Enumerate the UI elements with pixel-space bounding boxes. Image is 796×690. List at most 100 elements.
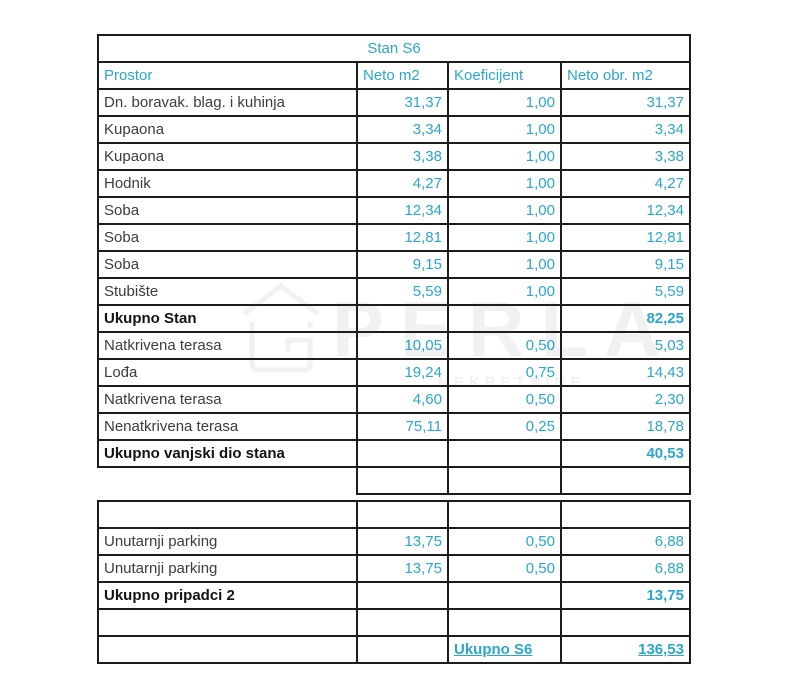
- empty-cell: [97, 500, 358, 529]
- neto-m2-value: 31,37: [356, 88, 449, 117]
- table-row: Hodnik 4,27 1,00 4,27: [97, 169, 691, 198]
- header-row: Prostor Neto m2 Koeficijent Neto obr. m2: [97, 61, 691, 90]
- room-name: Hodnik: [97, 169, 358, 198]
- koeficijent-value: 1,00: [447, 169, 562, 198]
- neto-obr-value: 3,38: [560, 142, 691, 171]
- neto-obr-value: 4,27: [560, 169, 691, 198]
- empty-cell: [447, 439, 562, 468]
- neto-m2-value: 4,27: [356, 169, 449, 198]
- koeficijent-value: 0,50: [447, 385, 562, 414]
- subtotal-row-stan: Ukupno Stan 82,25: [97, 304, 691, 333]
- neto-m2-value: 13,75: [356, 527, 449, 556]
- koeficijent-value: 0,25: [447, 412, 562, 441]
- room-name: Kupaona: [97, 115, 358, 144]
- neto-m2-value: 12,34: [356, 196, 449, 225]
- neto-obr-value: 6,88: [560, 554, 691, 583]
- room-name: Unutarnji parking: [97, 527, 358, 556]
- subtotal-label: Ukupno Stan: [97, 304, 358, 333]
- table-row: Soba 12,34 1,00 12,34: [97, 196, 691, 225]
- subtotal-value: 13,75: [560, 581, 691, 610]
- room-name: Soba: [97, 250, 358, 279]
- empty-cell: [97, 608, 358, 637]
- empty-cell: [447, 608, 562, 637]
- empty-cell: [356, 439, 449, 468]
- neto-m2-value: 10,05: [356, 331, 449, 360]
- table-row: Nenatkrivena terasa 75,11 0,25 18,78: [97, 412, 691, 441]
- neto-m2-value: 75,11: [356, 412, 449, 441]
- room-name: Dn. boravak. blag. i kuhinja: [97, 88, 358, 117]
- empty-cell: [560, 500, 691, 529]
- subtotal-row-pripadci: Ukupno pripadci 2 13,75: [97, 581, 691, 610]
- neto-obr-value: 12,81: [560, 223, 691, 252]
- empty-cell: [98, 467, 358, 494]
- title-row: Stan S6: [97, 34, 691, 63]
- room-name: Stubište: [97, 277, 358, 306]
- empty-cell: [560, 608, 691, 637]
- empty-cell: [560, 466, 691, 495]
- subtotal-value: 82,25: [560, 304, 691, 333]
- table-row: Natkrivena terasa 10,05 0,50 5,03: [97, 331, 691, 360]
- room-name: Natkrivena terasa: [97, 385, 358, 414]
- column-header-neto-m2: Neto m2: [356, 61, 449, 90]
- koeficijent-value: 0,50: [447, 527, 562, 556]
- grand-total-label: Ukupno S6: [447, 635, 562, 664]
- subtotal-value: 40,53: [560, 439, 691, 468]
- empty-cell: [356, 500, 449, 529]
- neto-obr-value: 2,30: [560, 385, 691, 414]
- neto-m2-value: 3,38: [356, 142, 449, 171]
- neto-obr-value: 5,03: [560, 331, 691, 360]
- koeficijent-value: 0,50: [447, 554, 562, 583]
- table-row: Lođa 19,24 0,75 14,43: [97, 358, 691, 387]
- neto-obr-value: 14,43: [560, 358, 691, 387]
- room-name: Soba: [97, 223, 358, 252]
- table-row: Soba 12,81 1,00 12,81: [97, 223, 691, 252]
- neto-obr-value: 12,34: [560, 196, 691, 225]
- koeficijent-value: 1,00: [447, 250, 562, 279]
- empty-cell: [447, 581, 562, 610]
- koeficijent-value: 1,00: [447, 88, 562, 117]
- empty-cell: [97, 635, 358, 664]
- table-row: Natkrivena terasa 4,60 0,50 2,30: [97, 385, 691, 414]
- empty-cell: [447, 466, 562, 495]
- neto-obr-value: 5,59: [560, 277, 691, 306]
- room-name: Soba: [97, 196, 358, 225]
- table-row: Unutarnji parking 13,75 0,50 6,88: [97, 527, 691, 556]
- room-name: Unutarnji parking: [97, 554, 358, 583]
- spacer-row: [97, 500, 691, 529]
- spacer-row: [98, 466, 691, 495]
- table-row: Unutarnji parking 13,75 0,50 6,88: [97, 554, 691, 583]
- koeficijent-value: 1,00: [447, 142, 562, 171]
- empty-cell: [356, 608, 449, 637]
- empty-cell: [356, 635, 449, 664]
- neto-obr-value: 3,34: [560, 115, 691, 144]
- koeficijent-value: 1,00: [447, 115, 562, 144]
- neto-obr-value: 31,37: [560, 88, 691, 117]
- neto-m2-value: 9,15: [356, 250, 449, 279]
- apartment-table: Stan S6 Prostor Neto m2 Koeficijent Neto…: [97, 34, 691, 495]
- subtotal-label: Ukupno pripadci 2: [97, 581, 358, 610]
- neto-m2-value: 19,24: [356, 358, 449, 387]
- empty-cell: [356, 304, 449, 333]
- koeficijent-value: 0,75: [447, 358, 562, 387]
- grand-total-row: Ukupno S6 136,53: [97, 635, 691, 664]
- table-row: Stubište 5,59 1,00 5,59: [97, 277, 691, 306]
- room-name: Kupaona: [97, 142, 358, 171]
- room-name: Lođa: [97, 358, 358, 387]
- neto-obr-value: 9,15: [560, 250, 691, 279]
- table-row: Kupaona 3,38 1,00 3,38: [97, 142, 691, 171]
- grand-total-value: 136,53: [560, 635, 691, 664]
- empty-cell: [356, 581, 449, 610]
- column-header-neto-obr-m2: Neto obr. m2: [560, 61, 691, 90]
- empty-cell: [447, 500, 562, 529]
- parking-table: Unutarnji parking 13,75 0,50 6,88 Unutar…: [97, 500, 691, 664]
- table-row: Soba 9,15 1,00 9,15: [97, 250, 691, 279]
- column-header-koeficijent: Koeficijent: [447, 61, 562, 90]
- koeficijent-value: 1,00: [447, 223, 562, 252]
- neto-obr-value: 18,78: [560, 412, 691, 441]
- room-name: Natkrivena terasa: [97, 331, 358, 360]
- koeficijent-value: 1,00: [447, 277, 562, 306]
- neto-obr-value: 6,88: [560, 527, 691, 556]
- neto-m2-value: 3,34: [356, 115, 449, 144]
- koeficijent-value: 0,50: [447, 331, 562, 360]
